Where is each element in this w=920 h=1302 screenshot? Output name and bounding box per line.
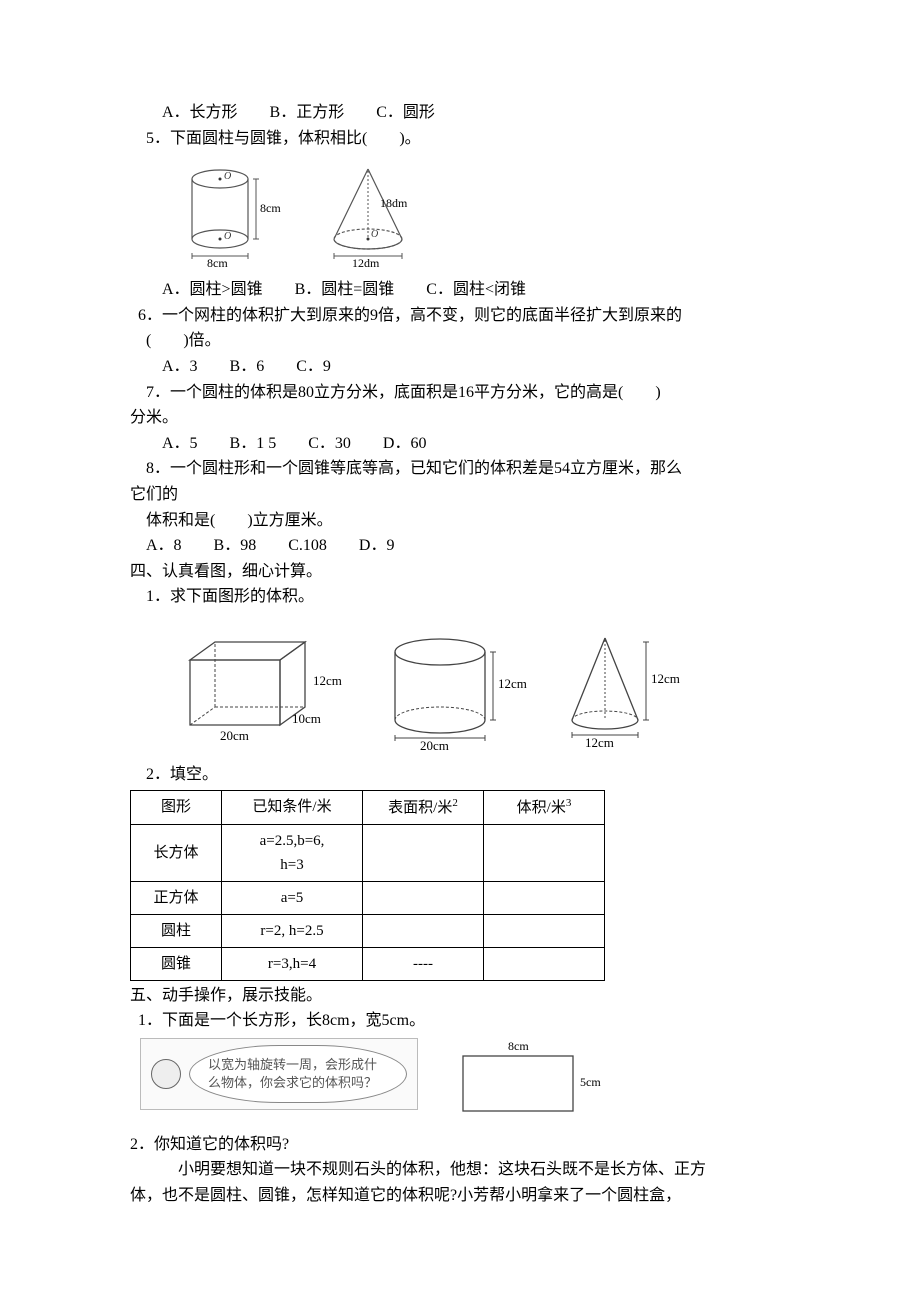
q7-options: A．5 B．1 5 C．30 D．60 [130, 431, 790, 457]
table-row: 正方体a=5 [131, 881, 605, 914]
table-cell [363, 914, 484, 947]
section5-q2: 2．你知道它的体积吗? [130, 1132, 790, 1158]
svg-text:8cm: 8cm [260, 201, 281, 215]
table-cell [484, 947, 605, 980]
svg-text:12dm: 12dm [352, 256, 380, 269]
bubble-text: 以宽为轴旋转一周，会形成什么物体，你会求它的体积吗？ [189, 1045, 407, 1103]
table-cell [484, 914, 605, 947]
svg-text:12cm: 12cm [498, 676, 527, 691]
section5-figure: 以宽为轴旋转一周，会形成什么物体，你会求它的体积吗？ 8cm 5cm [140, 1038, 790, 1128]
section4-title: 四、认真看图，细心计算。 [130, 559, 790, 585]
q5-options: A．圆柱>圆锥 B．圆柱=圆锥 C．圆柱<闭锥 [130, 277, 790, 303]
table-cell: ---- [363, 947, 484, 980]
table-cell: a=2.5,b=6,h=3 [222, 824, 363, 881]
table-header: 图形 [131, 790, 222, 824]
svg-text:12cm: 12cm [313, 673, 342, 688]
svg-text:12cm: 12cm [585, 735, 614, 750]
section5-title: 五、动手操作，展示技能。 [130, 983, 790, 1009]
fill-table: 图形已知条件/米表面积/米2体积/米3 长方体a=2.5,b=6,h=3正方体a… [130, 790, 605, 981]
rectangle-icon: 8cm 5cm [448, 1038, 608, 1128]
table-cell: r=3,h=4 [222, 947, 363, 980]
cone-icon: O 18dm 12dm [320, 159, 440, 269]
q6-stem-b: ( )倍。 [130, 328, 790, 354]
svg-text:12cm: 12cm [651, 671, 680, 686]
table-cell: 圆锥 [131, 947, 222, 980]
q8-stem-b: 它们的 [130, 482, 790, 508]
section4-q2: 2．填空。 [130, 762, 790, 788]
face-icon [151, 1059, 181, 1089]
q6-options: A．3 B．6 C．9 [130, 354, 790, 380]
q8-stem-a: 8．一个圆柱形和一个圆锥等底等高，已知它们的体积差是54立方厘米，那么 [130, 456, 790, 482]
q7-stem-b: 分米。 [130, 405, 790, 431]
section5-q2b: 体，也不是圆柱、圆锥，怎样知道它的体积呢?小芳帮小明拿来了一个圆柱盒， [130, 1183, 790, 1209]
table-header: 表面积/米2 [363, 790, 484, 824]
section4-q1: 1．求下面图形的体积。 [130, 584, 790, 610]
q6-stem-a: 6．一个网柱的体积扩大到原来的9倍，高不变，则它的底面半径扩大到原来的 [130, 303, 790, 329]
svg-text:O: O [224, 171, 231, 182]
cuboid-icon: 12cm 10cm 20cm [180, 630, 350, 750]
table-cell: 正方体 [131, 881, 222, 914]
table-cell [484, 881, 605, 914]
cone2-icon: 12cm 12cm [560, 630, 690, 750]
q7-stem-a: 7．一个圆柱的体积是80立方分米，底面积是16平方分米，它的高是( ) [130, 380, 790, 406]
q5-stem: 5．下面圆柱与圆锥，体积相比( )。 [130, 126, 790, 152]
thought-bubble: 以宽为轴旋转一周，会形成什么物体，你会求它的体积吗？ [140, 1038, 418, 1110]
svg-text:8cm: 8cm [207, 256, 228, 269]
svg-text:10cm: 10cm [292, 711, 321, 726]
q4-options: A．长方形 B．正方形 C．圆形 [130, 100, 790, 126]
section5-q1: 1．下面是一个长方形，长8cm，宽5cm。 [130, 1008, 790, 1034]
svg-text:20cm: 20cm [420, 738, 449, 750]
q8-options: A．8 B．98 C.108 D．9 [130, 533, 790, 559]
cylinder-icon: O O 8cm 8cm [180, 159, 290, 269]
table-row: 圆柱r=2, h=2.5 [131, 914, 605, 947]
table-header: 体积/米3 [484, 790, 605, 824]
table-cell: 长方体 [131, 824, 222, 881]
section4-figures: 12cm 10cm 20cm 12cm 20cm 12cm 12cm [180, 630, 790, 750]
svg-text:O: O [224, 231, 231, 242]
table-cell: a=5 [222, 881, 363, 914]
svg-text:5cm: 5cm [580, 1075, 601, 1089]
table-header: 已知条件/米 [222, 790, 363, 824]
table-row: 圆锥r=3,h=4---- [131, 947, 605, 980]
table-row: 长方体a=2.5,b=6,h=3 [131, 824, 605, 881]
svg-text:18dm: 18dm [380, 196, 408, 210]
table-cell [363, 881, 484, 914]
table-cell: r=2, h=2.5 [222, 914, 363, 947]
svg-text:8cm: 8cm [508, 1039, 529, 1053]
svg-text:20cm: 20cm [220, 728, 249, 743]
svg-text:O: O [371, 229, 378, 240]
table-cell [363, 824, 484, 881]
table-cell [484, 824, 605, 881]
q5-figure: O O 8cm 8cm O 18dm 12dm [180, 159, 790, 269]
q8-stem-c: 体积和是( )立方厘米。 [130, 508, 790, 534]
cylinder2-icon: 12cm 20cm [380, 630, 530, 750]
table-cell: 圆柱 [131, 914, 222, 947]
section5-q2a: 小明要想知道一块不规则石头的体积，他想：这块石头既不是长方体、正方 [130, 1157, 790, 1183]
